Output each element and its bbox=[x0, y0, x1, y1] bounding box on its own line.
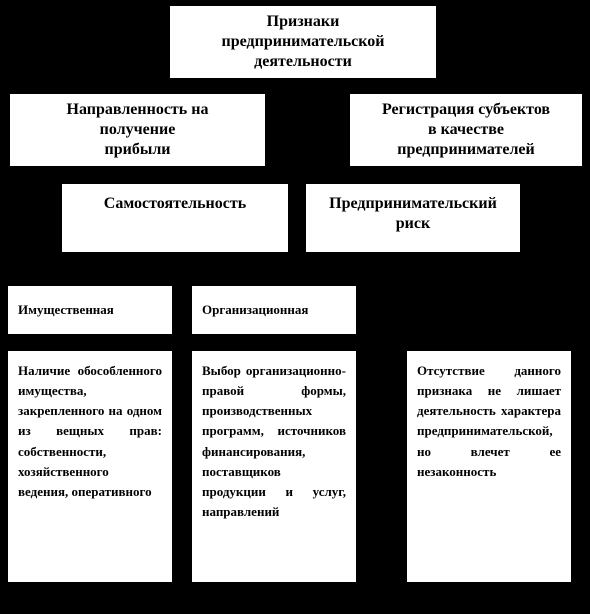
node-root-line2: предпринимательской bbox=[222, 32, 385, 52]
node-property: Имущественная bbox=[8, 286, 172, 334]
node-organizational-detail-text: Выбор организационно-правой формы, произ… bbox=[202, 361, 346, 522]
node-registration-line2: в качестве bbox=[428, 120, 504, 140]
node-independence: Самостоятельность bbox=[62, 184, 288, 252]
node-organizational-line1: Организационная bbox=[202, 302, 308, 318]
node-risk-line1: Предпринимательский bbox=[329, 194, 497, 214]
node-root-line3: деятельности bbox=[254, 52, 352, 72]
node-property-line1: Имущественная bbox=[18, 302, 114, 318]
node-absence-detail-text: Отсутствие данного признака не лишает де… bbox=[417, 361, 561, 482]
diagram-canvas: Признаки предпринимательской деятельност… bbox=[0, 0, 590, 614]
node-independence-line1: Самостоятельность bbox=[104, 194, 246, 214]
node-absence-detail: Отсутствие данного признака не лишает де… bbox=[407, 351, 571, 582]
node-profit-line1: Направленность на bbox=[67, 100, 209, 120]
node-property-detail: Наличие обособленного имущества, закрепл… bbox=[8, 351, 172, 582]
node-registration: Регистрация субъектов в качестве предпри… bbox=[350, 94, 582, 166]
node-risk: Предпринимательский риск bbox=[306, 184, 520, 252]
node-profit: Направленность на получение прибыли bbox=[10, 94, 265, 166]
node-profit-line3: прибыли bbox=[104, 140, 170, 160]
node-profit-line2: получение bbox=[100, 120, 176, 140]
node-risk-line2: риск bbox=[396, 214, 430, 234]
node-property-detail-text: Наличие обособленного имущества, закрепл… bbox=[18, 361, 162, 502]
node-organizational-detail: Выбор организационно-правой формы, произ… bbox=[192, 351, 356, 582]
node-registration-line1: Регистрация субъектов bbox=[382, 100, 550, 120]
node-root-line1: Признаки bbox=[267, 12, 340, 32]
node-root: Признаки предпринимательской деятельност… bbox=[170, 6, 436, 78]
node-registration-line3: предпринимателей bbox=[397, 140, 535, 160]
node-organizational: Организационная bbox=[192, 286, 356, 334]
